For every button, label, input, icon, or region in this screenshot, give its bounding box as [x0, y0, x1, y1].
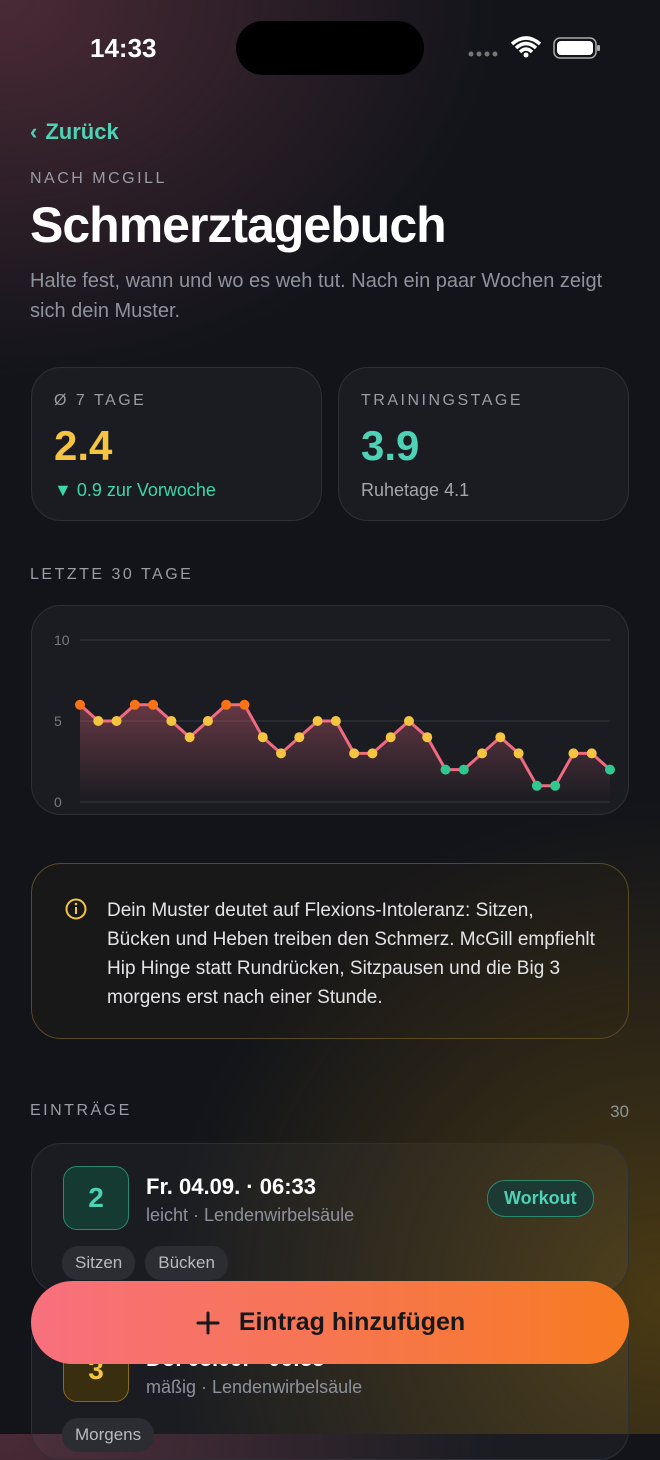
- entry-tags: Morgens: [62, 1418, 164, 1452]
- status-time: 14:33: [90, 33, 157, 63]
- chart-card: 0 5 10: [31, 605, 629, 815]
- y-tick-label: 10: [54, 632, 70, 648]
- point: [422, 732, 433, 743]
- point: [75, 699, 85, 710]
- stat-label: TRAININGSTAGE: [361, 392, 523, 409]
- point: [605, 764, 615, 775]
- page-title: Schmerztagebuch: [30, 197, 447, 253]
- area: [80, 704, 610, 802]
- entry-tags: Sitzen Bücken: [62, 1246, 238, 1280]
- add-entry-button[interactable]: Eintrag hinzufügen: [31, 1281, 629, 1364]
- point: [477, 748, 488, 759]
- point: [202, 716, 213, 726]
- point: [221, 699, 232, 710]
- point: [495, 732, 506, 743]
- entry-tag: Morgens: [62, 1418, 155, 1452]
- point: [385, 732, 396, 743]
- entries-label: EINTRÄGE: [30, 1102, 132, 1119]
- point: [276, 748, 287, 759]
- point: [93, 716, 104, 726]
- point: [531, 780, 542, 791]
- entry-card[interactable]: 2 Fr. 04.09. · 06:33 leicht · Lendenwirb…: [31, 1143, 629, 1293]
- insight-text: Dein Muster deutet auf Flexions-Intolera…: [107, 900, 595, 1008]
- point: [568, 748, 579, 759]
- point: [166, 716, 177, 726]
- entry-score: 2: [63, 1166, 129, 1230]
- point: [330, 716, 341, 726]
- point: [513, 748, 524, 759]
- back-label[interactable]: Zurück: [45, 119, 119, 144]
- entry-tag: Sitzen: [62, 1246, 136, 1280]
- entries-count: 30: [610, 1102, 629, 1121]
- point: [367, 748, 378, 759]
- insight-card: Dein Muster deutet auf Flexions-Intolera…: [31, 863, 629, 1039]
- point: [148, 699, 159, 710]
- plus-icon: [196, 1311, 220, 1334]
- entry-badge: Workout: [487, 1180, 594, 1217]
- add-entry-label[interactable]: Eintrag hinzufügen: [238, 1308, 466, 1336]
- subtitle: Halte fest, wann und wo es weh tut. Nach…: [30, 270, 603, 322]
- point: [294, 732, 305, 743]
- stat-note: Ruhetage 4.1: [361, 480, 470, 500]
- stat-card: TRAININGSTAGE 3.9 Ruhetage 4.1: [338, 367, 629, 521]
- chart: 0 5 10: [54, 632, 615, 810]
- point: [312, 716, 323, 726]
- point: [111, 716, 122, 726]
- stat-value: 3.9: [361, 422, 420, 469]
- point: [550, 780, 561, 791]
- point: [239, 699, 250, 710]
- eyebrow: NACH MCGILL: [30, 170, 167, 187]
- stat-value: 2.4: [54, 422, 113, 469]
- entry-tag: Bücken: [145, 1246, 228, 1280]
- point: [458, 764, 469, 775]
- point: [586, 748, 597, 759]
- point: [129, 699, 140, 710]
- entry-title: Fr. 04.09. · 06:33: [146, 1174, 316, 1199]
- point: [184, 732, 195, 743]
- entry-detail: leicht · Lendenwirbelsäule: [146, 1205, 355, 1225]
- point: [257, 732, 268, 743]
- dynamic-island: [236, 21, 424, 75]
- section-label: LETZTE 30 TAGE: [30, 566, 194, 583]
- status-icons: [468, 36, 600, 59]
- stat-note: ▼ 0.9 zur Vorwoche: [54, 480, 216, 500]
- point: [349, 748, 360, 759]
- y-tick-label: 0: [54, 794, 62, 810]
- back-button[interactable]: ‹ Zurück: [30, 119, 119, 144]
- info-icon: [65, 898, 87, 920]
- point: [403, 716, 414, 726]
- stat-label: Ø 7 TAGE: [54, 392, 147, 409]
- stat-card: Ø 7 TAGE 2.4 ▼ 0.9 zur Vorwoche: [31, 367, 322, 521]
- y-tick-label: 5: [54, 713, 62, 729]
- entry-detail: mäßig · Lendenwirbelsäule: [146, 1377, 363, 1397]
- point: [440, 764, 451, 775]
